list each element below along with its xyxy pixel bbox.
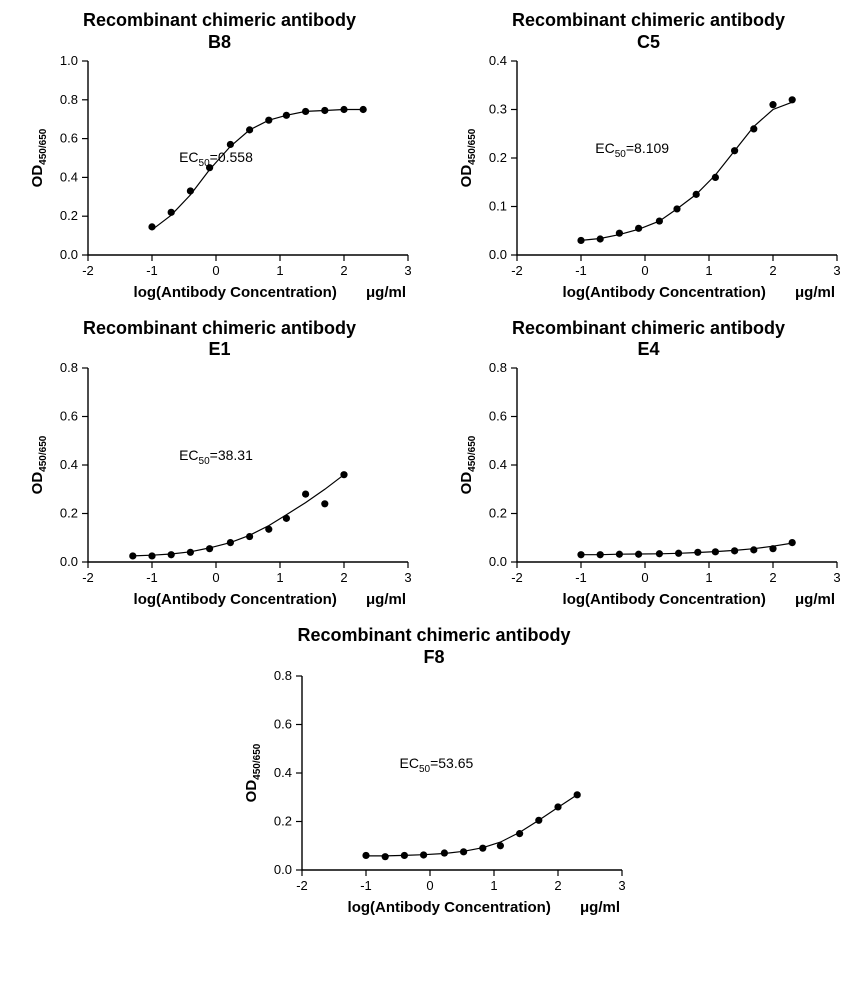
svg-text:0.4: 0.4 (488, 53, 506, 68)
svg-text:0.2: 0.2 (488, 150, 506, 165)
svg-text:0.8: 0.8 (59, 360, 77, 375)
svg-text:0.0: 0.0 (274, 862, 292, 877)
svg-text:OD450/650: OD450/650 (243, 743, 263, 802)
svg-text:OD450/650: OD450/650 (29, 128, 49, 187)
svg-text:3: 3 (833, 263, 840, 278)
svg-text:-2: -2 (296, 878, 308, 893)
svg-text:-1: -1 (575, 570, 587, 585)
svg-text:1: 1 (705, 570, 712, 585)
svg-text:0.0: 0.0 (488, 247, 506, 262)
svg-text:3: 3 (404, 263, 411, 278)
svg-text:log(Antibody Concentration): log(Antibody Concentration) (562, 591, 765, 608)
svg-text:OD450/650: OD450/650 (29, 435, 49, 494)
chart-panel-E1: Recombinant chimeric antibodyE1 -2 -1 0 1 2 3 0… (15, 318, 425, 621)
svg-text:log(Antibody Concentration): log(Antibody Concentration) (133, 284, 336, 301)
svg-text:1.0: 1.0 (59, 53, 77, 68)
chart-panel-F8: Recombinant chimeric antibodyF8 -2 -1 0 1 2 3 0… (229, 625, 639, 928)
svg-text:0.4: 0.4 (274, 765, 292, 780)
svg-text:EC50=8.109: EC50=8.109 (595, 140, 669, 160)
svg-text:0: 0 (641, 263, 648, 278)
panel-title: Recombinant chimeric antibody (15, 10, 425, 32)
svg-text:0.4: 0.4 (59, 457, 77, 472)
svg-text:1: 1 (490, 878, 497, 893)
svg-text:1: 1 (276, 263, 283, 278)
svg-text:0.1: 0.1 (488, 198, 506, 213)
svg-text:-1: -1 (360, 878, 372, 893)
svg-text:0.8: 0.8 (59, 91, 77, 106)
svg-text:EC50=53.65: EC50=53.65 (400, 755, 474, 775)
svg-text:0.2: 0.2 (274, 813, 292, 828)
svg-text:log(Antibody Concentration): log(Antibody Concentration) (348, 899, 551, 916)
panel-title: Recombinant chimeric antibody (15, 318, 425, 340)
svg-text:0.0: 0.0 (59, 554, 77, 569)
panel-subtitle: E1 (15, 339, 425, 360)
svg-text:μg/ml: μg/ml (580, 899, 620, 916)
svg-text:0: 0 (212, 263, 219, 278)
chart-svg: -2 -1 0 1 2 3 0.0 0.2 0.4 0.6 0.8 log(Antibody Conc… (449, 360, 849, 620)
svg-text:0.6: 0.6 (274, 716, 292, 731)
svg-text:μg/ml: μg/ml (365, 591, 405, 608)
svg-text:-1: -1 (575, 263, 587, 278)
panel-title: Recombinant chimeric antibody (444, 10, 854, 32)
svg-text:log(Antibody Concentration): log(Antibody Concentration) (133, 591, 336, 608)
svg-text:log(Antibody Concentration): log(Antibody Concentration) (562, 284, 765, 301)
svg-text:0.2: 0.2 (59, 506, 77, 521)
panel-title: Recombinant chimeric antibody (444, 318, 854, 340)
svg-text:EC50=38.31: EC50=38.31 (179, 447, 253, 467)
chart-svg: -2 -1 0 1 2 3 0.0 0.2 0.4 0.6 0.8 1.0 log(Antibody C… (20, 53, 420, 313)
svg-text:0.0: 0.0 (59, 247, 77, 262)
svg-text:0.2: 0.2 (488, 506, 506, 521)
svg-text:0.3: 0.3 (488, 101, 506, 116)
panel-title: Recombinant chimeric antibody (229, 625, 639, 647)
chart-svg: -2 -1 0 1 2 3 0.0 0.1 0.2 0.3 0.4 log(Antibody Conc… (449, 53, 849, 313)
svg-text:-1: -1 (146, 263, 158, 278)
svg-text:3: 3 (833, 570, 840, 585)
svg-text:-2: -2 (82, 570, 94, 585)
svg-text:3: 3 (404, 570, 411, 585)
svg-text:0.4: 0.4 (59, 169, 77, 184)
svg-text:1: 1 (705, 263, 712, 278)
svg-text:-1: -1 (146, 570, 158, 585)
svg-text:-2: -2 (82, 263, 94, 278)
svg-text:μg/ml: μg/ml (365, 284, 405, 301)
chart-panel-B8: Recombinant chimeric antibodyB8 -2 -1 0 1 2 3 0… (15, 10, 425, 313)
svg-text:2: 2 (769, 570, 776, 585)
chart-panel-C5: Recombinant chimeric antibodyC5 -2 -1 0 1 2 3 0… (444, 10, 854, 313)
svg-text:0: 0 (641, 570, 648, 585)
svg-text:EC50=0.558: EC50=0.558 (179, 148, 253, 168)
svg-text:-2: -2 (511, 263, 523, 278)
chart-panel-E4: Recombinant chimeric antibodyE4 -2 -1 0 1 2 3 0… (444, 318, 854, 621)
chart-svg: -2 -1 0 1 2 3 0.0 0.2 0.4 0.6 0.8 log(Antibody Conc… (20, 360, 420, 620)
svg-text:μg/ml: μg/ml (794, 591, 834, 608)
svg-text:1: 1 (276, 570, 283, 585)
svg-text:2: 2 (340, 263, 347, 278)
panel-subtitle: C5 (444, 32, 854, 53)
svg-text:2: 2 (340, 570, 347, 585)
svg-text:2: 2 (554, 878, 561, 893)
svg-text:0.8: 0.8 (488, 360, 506, 375)
svg-text:0.4: 0.4 (488, 457, 506, 472)
svg-text:0.0: 0.0 (488, 554, 506, 569)
chart-svg: -2 -1 0 1 2 3 0.0 0.2 0.4 0.6 0.8 log(Antibody Conc… (234, 668, 634, 928)
svg-text:OD450/650: OD450/650 (458, 128, 478, 187)
svg-text:2: 2 (769, 263, 776, 278)
svg-text:0.6: 0.6 (488, 409, 506, 424)
svg-text:μg/ml: μg/ml (794, 284, 834, 301)
svg-text:-2: -2 (511, 570, 523, 585)
svg-text:0.6: 0.6 (59, 409, 77, 424)
svg-text:3: 3 (618, 878, 625, 893)
svg-text:0.2: 0.2 (59, 208, 77, 223)
svg-text:OD450/650: OD450/650 (458, 435, 478, 494)
svg-text:0: 0 (212, 570, 219, 585)
panel-subtitle: B8 (15, 32, 425, 53)
panel-subtitle: E4 (444, 339, 854, 360)
svg-text:0.8: 0.8 (274, 668, 292, 683)
svg-text:0.6: 0.6 (59, 130, 77, 145)
panel-subtitle: F8 (229, 647, 639, 668)
svg-text:0: 0 (426, 878, 433, 893)
